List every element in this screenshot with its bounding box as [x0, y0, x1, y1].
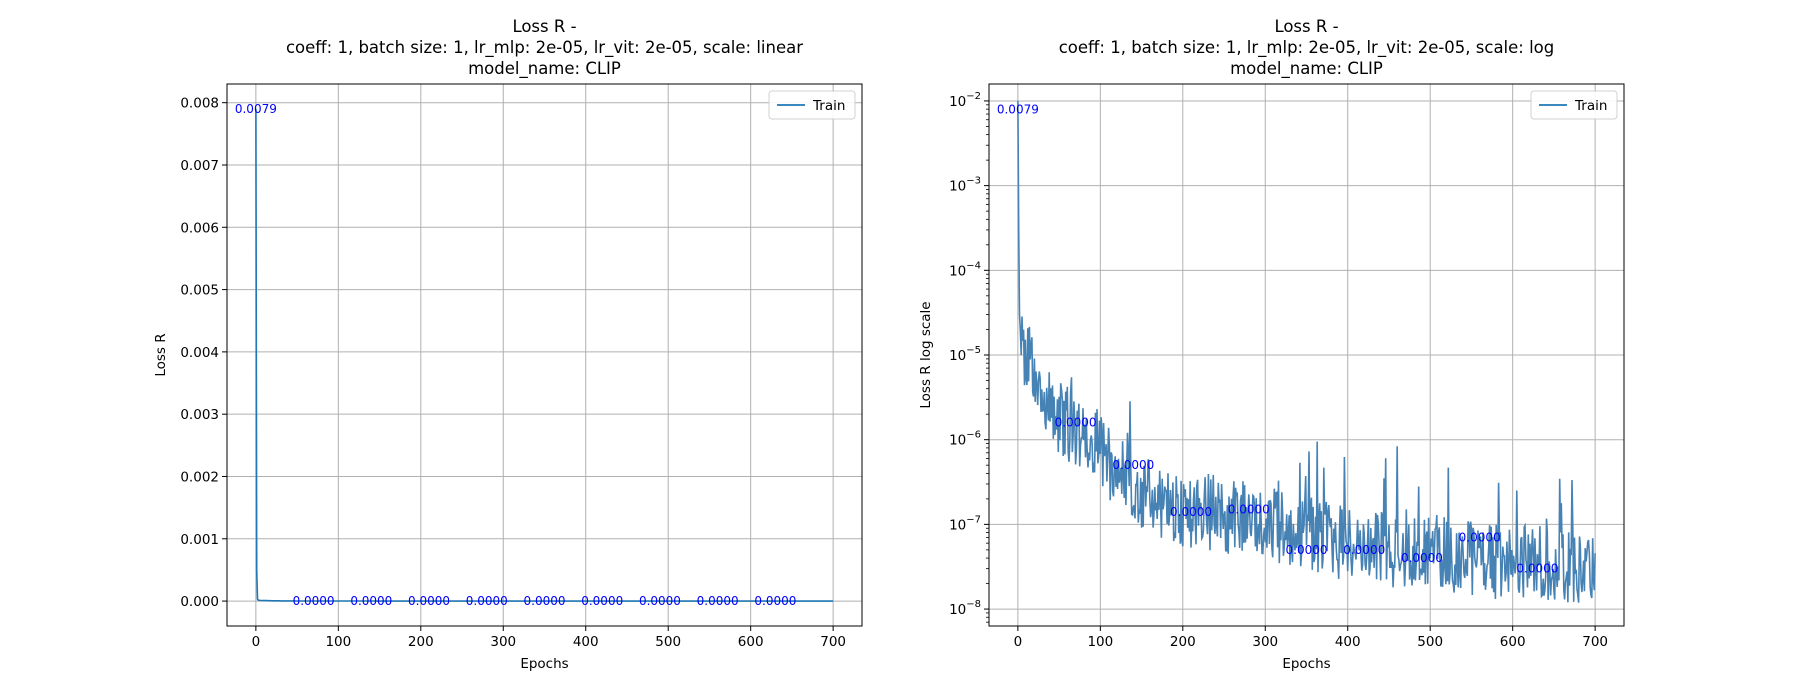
chart-title: Loss R - — [1274, 17, 1338, 36]
y-tick-label: 10−3 — [949, 176, 981, 195]
data-label: 0.0000 — [1055, 415, 1097, 429]
x-tick-label: 200 — [408, 634, 434, 650]
y-tick-label: 0.001 — [180, 532, 219, 548]
x-tick-label: 600 — [1500, 634, 1526, 650]
data-label: 0.0000 — [639, 594, 681, 608]
x-tick-label: 500 — [655, 634, 681, 650]
x-tick-label: 300 — [1252, 634, 1278, 650]
x-tick-label: 0 — [1014, 634, 1023, 650]
legend-label-train: Train — [1574, 98, 1607, 114]
chart-model-name: model_name: CLIP — [468, 59, 621, 79]
y-tick-label: 10−4 — [949, 260, 981, 279]
data-label: 0.0000 — [466, 594, 508, 608]
plot-frame — [226, 83, 863, 627]
legend: Train — [768, 90, 856, 120]
y-tick-label: 10−8 — [949, 599, 981, 618]
y-axis-label: Loss R — [153, 333, 169, 376]
x-tick-label: 100 — [1087, 634, 1113, 650]
y-tick-label: 10−5 — [949, 345, 981, 364]
x-tick-label: 600 — [738, 634, 764, 650]
data-label: 0.0000 — [697, 594, 739, 608]
data-label: 0.0000 — [293, 594, 335, 608]
chart-title: Loss R - — [512, 17, 576, 36]
y-tick-label: 0.008 — [180, 96, 219, 112]
y-tick-label: 0.007 — [180, 158, 219, 174]
x-tick-label: 0 — [252, 634, 261, 650]
x-tick-label: 300 — [490, 634, 516, 650]
chart-panel-2: Loss R - coeff: 1, batch size: 1, lr_mlp:… — [918, 17, 1625, 672]
y-tick-label: 10−2 — [949, 91, 981, 110]
data-label: 0.0000 — [408, 594, 450, 608]
y-tick-label: 0.002 — [180, 469, 219, 485]
series-line-train — [1017, 100, 1596, 603]
data-label: 0.0079 — [997, 103, 1039, 117]
series-line-train — [255, 108, 834, 602]
chart-subtitle: coeff: 1, batch size: 1, lr_mlp: 2e-05, … — [286, 38, 803, 58]
data-label: 0.0000 — [1112, 458, 1154, 472]
x-tick-label: 100 — [325, 634, 351, 650]
x-tick-label: 700 — [1582, 634, 1608, 650]
data-label: 0.0000 — [350, 594, 392, 608]
x-axis-label: Epochs — [520, 656, 568, 672]
plot-frame — [988, 83, 1625, 627]
legend-box — [1530, 90, 1618, 120]
y-tick-label: 0.004 — [180, 345, 219, 361]
x-tick-label: 400 — [573, 634, 599, 650]
y-tick-label: 0.003 — [180, 407, 219, 423]
legend-label-train: Train — [812, 98, 845, 114]
data-label: 0.0000 — [1286, 543, 1328, 557]
data-label: 0.0000 — [1459, 530, 1501, 544]
chart-subtitle: coeff: 1, batch size: 1, lr_mlp: 2e-05, … — [1059, 38, 1555, 58]
data-label: 0.0000 — [524, 594, 566, 608]
y-tick-label: 10−7 — [949, 514, 981, 533]
x-tick-label: 400 — [1335, 634, 1361, 650]
data-label: 0.0000 — [1228, 502, 1270, 516]
data-label: 0.0000 — [754, 594, 796, 608]
chart-panel-1: Loss R - coeff: 1, batch size: 1, lr_mlp:… — [153, 17, 863, 672]
x-tick-label: 700 — [820, 634, 846, 650]
chart-model-name: model_name: CLIP — [1230, 59, 1383, 79]
x-tick-label: 200 — [1170, 634, 1196, 650]
data-label: 0.0000 — [1516, 562, 1558, 576]
data-label: 0.0000 — [1170, 505, 1212, 519]
y-tick-label: 0.005 — [180, 283, 219, 299]
data-label: 0.0000 — [1401, 551, 1443, 565]
data-label: 0.0079 — [235, 102, 277, 116]
y-tick-label: 0.000 — [180, 594, 219, 610]
data-label: 0.0000 — [1343, 543, 1385, 557]
y-tick-label: 0.006 — [180, 220, 219, 236]
data-label: 0.0000 — [581, 594, 623, 608]
x-tick-label: 500 — [1417, 634, 1443, 650]
legend-box — [768, 90, 856, 120]
x-axis-label: Epochs — [1282, 656, 1330, 672]
y-axis-label: Loss R log scale — [918, 301, 934, 408]
legend: Train — [1530, 90, 1618, 120]
y-tick-label: 10−6 — [949, 430, 981, 449]
